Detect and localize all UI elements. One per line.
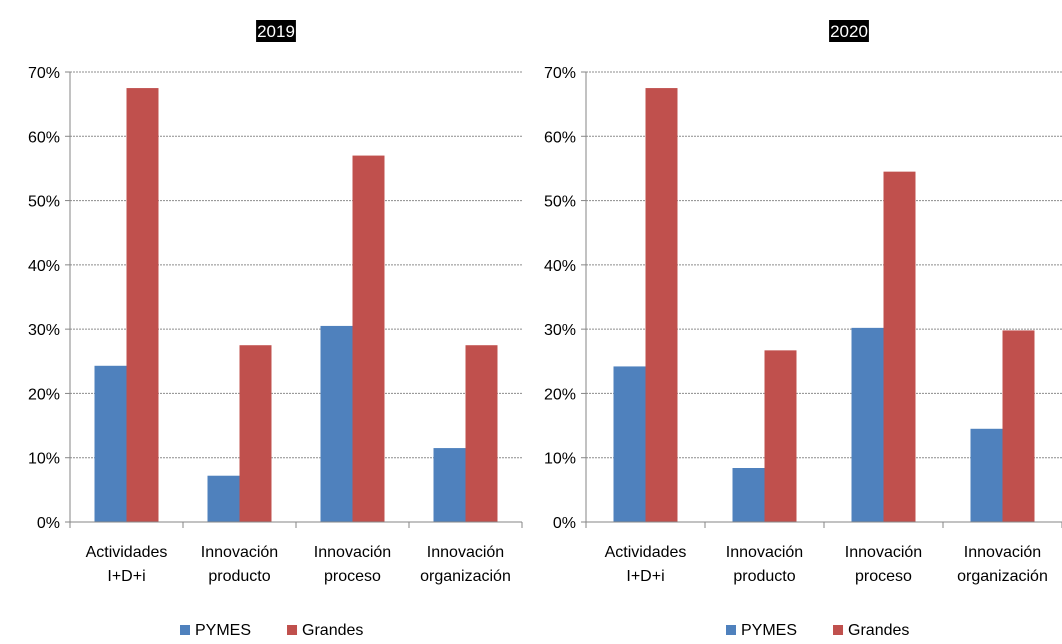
bar-grandes bbox=[645, 88, 678, 523]
x-tick-label: Actividades I+D+i bbox=[605, 544, 687, 585]
bar-grandes bbox=[764, 350, 797, 522]
chart-title-1: 2020 bbox=[829, 20, 869, 42]
x-tick-label-line: Actividades bbox=[605, 544, 687, 561]
bar-pymes bbox=[433, 448, 466, 522]
bar-pymes bbox=[94, 365, 127, 522]
chart-title-text: 2019 bbox=[257, 22, 295, 41]
bar-grandes bbox=[883, 171, 916, 522]
bar-grandes bbox=[352, 155, 385, 523]
y-tick-label: 30% bbox=[544, 322, 576, 339]
x-tick-label-line: organización bbox=[957, 568, 1048, 585]
legend-label: Grandes bbox=[302, 622, 363, 639]
y-tick-label: 10% bbox=[544, 451, 576, 468]
chart-title-0: 2019 bbox=[256, 20, 296, 42]
chart-1: 2020 0% 10% 20% 30% 40% 50% 60% 70% Actividades I+… bbox=[544, 20, 1062, 639]
bar-pymes bbox=[320, 325, 353, 522]
x-tick-label-line: proceso bbox=[855, 568, 912, 585]
x-tick-label: Innovación producto bbox=[201, 544, 278, 585]
y-tick-label: 40% bbox=[28, 258, 60, 275]
bar-pymes bbox=[207, 475, 240, 522]
legend-label: PYMES bbox=[741, 622, 797, 639]
y-tick-label: 40% bbox=[544, 258, 576, 275]
x-tick-label-line: Innovación bbox=[726, 544, 803, 561]
legend-swatch-pymes bbox=[180, 625, 190, 635]
bar-grandes bbox=[239, 345, 272, 522]
bar-pymes bbox=[613, 366, 646, 522]
legend: PYMES Grandes bbox=[726, 622, 909, 639]
bar-grandes bbox=[1002, 330, 1035, 522]
legend-swatch-pymes bbox=[726, 625, 736, 635]
y-tick-label: 60% bbox=[28, 129, 60, 146]
x-tick-label: Innovación organización bbox=[957, 544, 1048, 585]
y-tick-label: 70% bbox=[544, 65, 576, 82]
legend-label: PYMES bbox=[195, 622, 251, 639]
y-tick-label: 50% bbox=[544, 194, 576, 211]
x-tick-label: Innovación organización bbox=[420, 544, 511, 585]
chart-0: 2019 0% 10% 20% 30% 40% 50% 60% 70% Actividades I+… bbox=[28, 20, 523, 639]
x-tick-label-line: Innovación bbox=[201, 544, 278, 561]
x-tick-label-line: Innovación bbox=[845, 544, 922, 561]
y-tick-label: 0% bbox=[553, 515, 576, 532]
bar-pymes bbox=[970, 428, 1003, 522]
x-tick-label: Innovación producto bbox=[726, 544, 803, 585]
x-tick-label: Innovación proceso bbox=[845, 544, 922, 585]
x-tick-label-line: Innovación bbox=[314, 544, 391, 561]
bar-pymes bbox=[732, 468, 765, 522]
chart-title-background bbox=[256, 20, 296, 42]
chart-title-background bbox=[829, 20, 869, 42]
y-tick-label: 10% bbox=[28, 451, 60, 468]
y-tick-label: 50% bbox=[28, 194, 60, 211]
bar-grandes bbox=[126, 88, 159, 523]
y-tick-label: 20% bbox=[28, 386, 60, 403]
y-tick-label: 70% bbox=[28, 65, 60, 82]
x-tick-label-line: producto bbox=[733, 568, 795, 585]
legend: PYMES Grandes bbox=[180, 622, 363, 639]
bar-grandes bbox=[465, 345, 498, 522]
y-tick-label: 30% bbox=[28, 322, 60, 339]
legend-swatch-grandes bbox=[287, 625, 298, 635]
x-tick-label-line: proceso bbox=[324, 568, 381, 585]
y-tick-label: 0% bbox=[37, 515, 60, 532]
x-tick-label-line: producto bbox=[208, 568, 270, 585]
legend-label: Grandes bbox=[848, 622, 909, 639]
x-tick-label-line: Actividades bbox=[86, 544, 168, 561]
x-tick-label-line: I+D+i bbox=[626, 568, 664, 585]
chart-title-text: 2020 bbox=[830, 22, 868, 41]
x-tick-label: Actividades I+D+i bbox=[86, 544, 168, 585]
legend-swatch-grandes bbox=[833, 625, 844, 635]
x-tick-label-line: Innovación bbox=[427, 544, 504, 561]
x-tick-label-line: organización bbox=[420, 568, 511, 585]
x-tick-label-line: I+D+i bbox=[107, 568, 145, 585]
y-tick-label: 60% bbox=[544, 129, 576, 146]
bar-pymes bbox=[851, 327, 884, 522]
y-tick-label: 20% bbox=[544, 386, 576, 403]
x-tick-label-line: Innovación bbox=[964, 544, 1041, 561]
x-tick-label: Innovación proceso bbox=[314, 544, 391, 585]
